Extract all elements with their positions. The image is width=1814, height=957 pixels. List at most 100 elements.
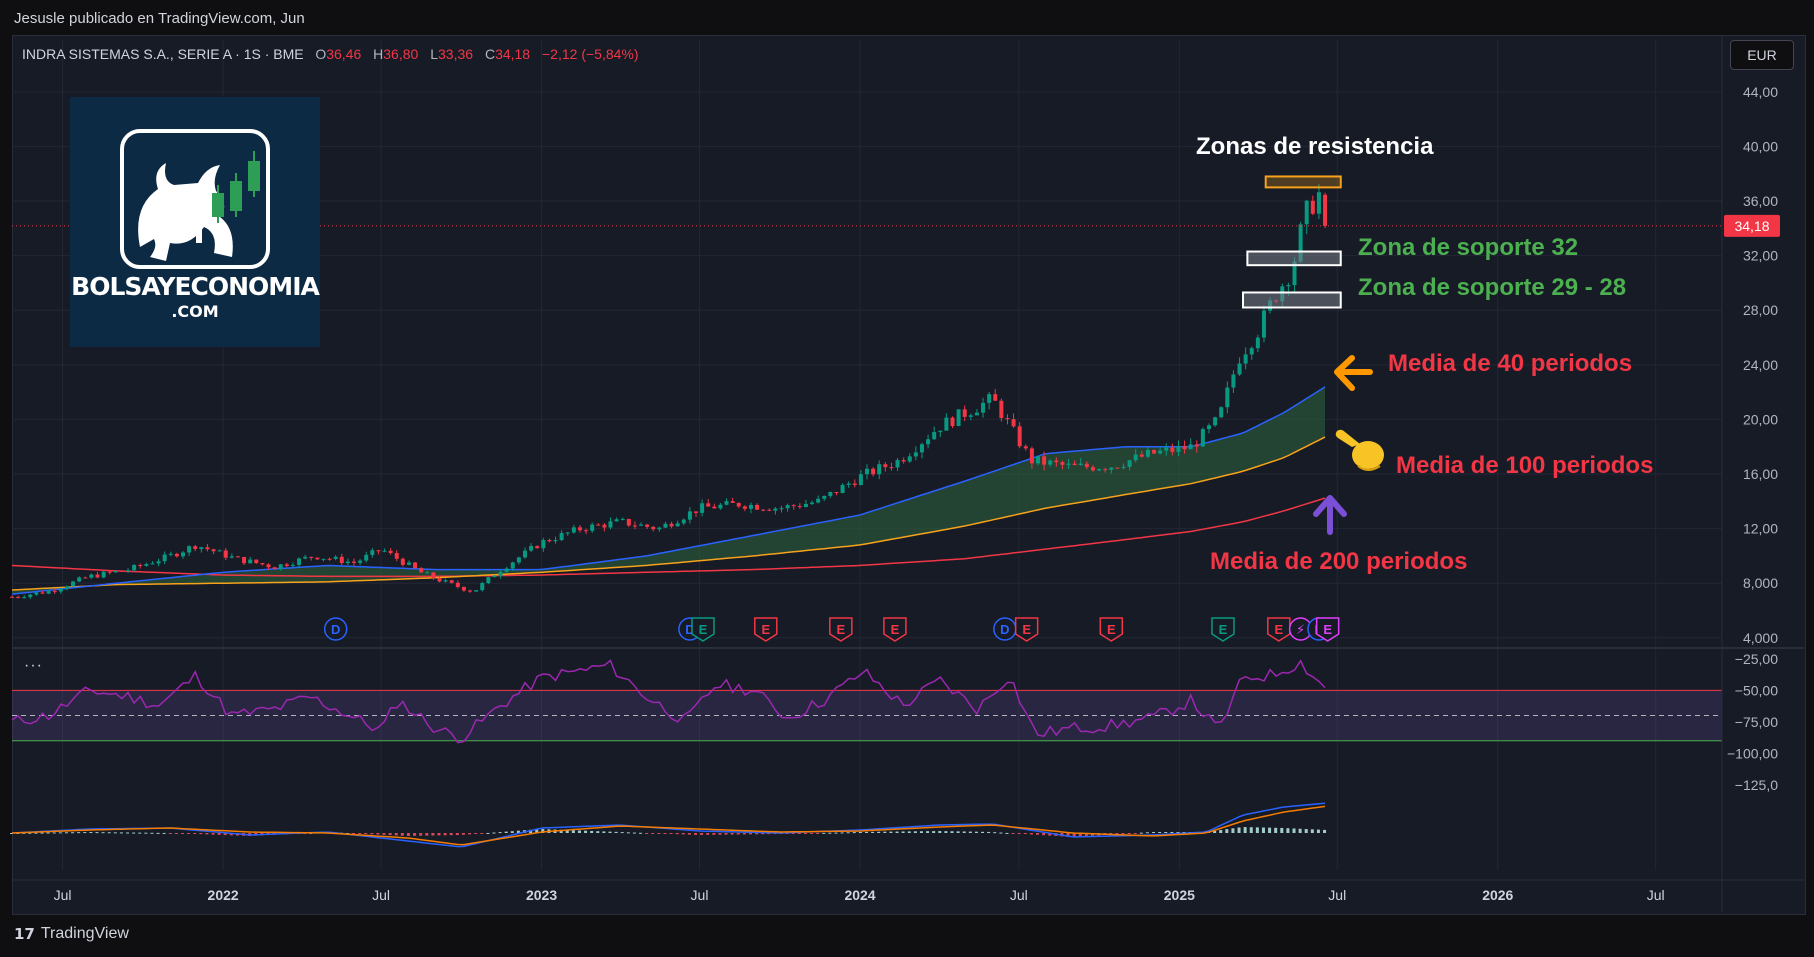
rsi-line[interactable] <box>11 659 1326 744</box>
candle-body[interactable] <box>865 468 869 475</box>
candle-body[interactable] <box>694 511 698 513</box>
candle-body[interactable] <box>431 572 436 579</box>
candle-body[interactable] <box>10 596 14 598</box>
candle-body[interactable] <box>974 412 979 416</box>
candle-body[interactable] <box>987 394 992 403</box>
candle-body[interactable] <box>370 550 375 555</box>
candle-body[interactable] <box>1023 446 1028 449</box>
candle-body[interactable] <box>529 546 534 551</box>
candle-body[interactable] <box>400 558 405 565</box>
candle-body[interactable] <box>376 550 381 552</box>
candle-body[interactable] <box>639 524 644 526</box>
candle-body[interactable] <box>1176 445 1181 452</box>
candle-body[interactable] <box>168 553 173 555</box>
candle-body[interactable] <box>791 505 796 507</box>
candle-body[interactable] <box>901 460 906 462</box>
candle-body[interactable] <box>1152 449 1157 454</box>
event-marker-icon[interactable] <box>1211 617 1235 642</box>
candle-body[interactable] <box>1164 447 1169 451</box>
candle-body[interactable] <box>254 559 259 564</box>
candle-body[interactable] <box>187 546 192 553</box>
candle-body[interactable] <box>278 564 283 570</box>
candle-body[interactable] <box>242 556 247 564</box>
candle-body[interactable] <box>1029 448 1034 464</box>
candle-body[interactable] <box>687 511 692 520</box>
candle-body[interactable] <box>1219 407 1224 418</box>
candle-body[interactable] <box>223 550 228 558</box>
candle-body[interactable] <box>1103 469 1108 471</box>
candle-body[interactable] <box>211 549 216 552</box>
candle-body[interactable] <box>156 561 161 564</box>
candle-body[interactable] <box>877 464 882 475</box>
candle-body[interactable] <box>999 400 1004 419</box>
candle-body[interactable] <box>162 554 167 562</box>
candle-body[interactable] <box>602 524 607 528</box>
candle-body[interactable] <box>871 468 876 475</box>
candle-body[interactable] <box>1109 467 1114 470</box>
candle-body[interactable] <box>950 417 955 426</box>
candle-body[interactable] <box>828 491 833 496</box>
candle-body[interactable] <box>309 556 314 558</box>
candle-body[interactable] <box>352 561 356 563</box>
candle-body[interactable] <box>785 505 790 509</box>
candle-body[interactable] <box>803 503 808 507</box>
candle-body[interactable] <box>706 503 711 507</box>
candle-body[interactable] <box>1042 456 1047 465</box>
candle-body[interactable] <box>858 474 863 486</box>
event-marker-icon[interactable] <box>1099 617 1124 642</box>
candle-body[interactable] <box>126 570 131 572</box>
candle-body[interactable] <box>724 501 729 505</box>
candle-body[interactable] <box>34 592 39 595</box>
candle-body[interactable] <box>1207 425 1211 430</box>
candle-body[interactable] <box>584 530 589 532</box>
candle-body[interactable] <box>89 574 94 578</box>
candle-body[interactable] <box>1005 418 1010 420</box>
candle-body[interactable] <box>1298 224 1303 262</box>
candle-body[interactable] <box>571 527 576 533</box>
event-marker-icon[interactable] <box>883 617 907 642</box>
ma200-line[interactable] <box>11 497 1326 578</box>
candle-body[interactable] <box>144 564 149 566</box>
resistance-zone[interactable] <box>1264 175 1342 189</box>
candle-body[interactable] <box>284 564 289 566</box>
candle-body[interactable] <box>712 506 717 509</box>
candle-body[interactable] <box>22 597 27 599</box>
candle-body[interactable] <box>846 483 851 485</box>
candle-body[interactable] <box>95 574 100 578</box>
candle-body[interactable] <box>486 577 491 584</box>
candle-body[interactable] <box>364 554 369 561</box>
candle-body[interactable] <box>1066 463 1071 465</box>
candle-body[interactable] <box>1194 444 1199 447</box>
candle-body[interactable] <box>333 556 338 559</box>
footer-brand[interactable]: TradingView <box>40 925 129 942</box>
candle-body[interactable] <box>889 467 894 469</box>
candle-body[interactable] <box>913 452 918 457</box>
candle-body[interactable] <box>767 509 772 511</box>
candle-body[interactable] <box>229 556 234 558</box>
candle-body[interactable] <box>248 559 253 564</box>
candle-body[interactable] <box>632 525 637 527</box>
candle-body[interactable] <box>1084 463 1089 468</box>
candle-body[interactable] <box>1090 467 1095 471</box>
candle-body[interactable] <box>1078 463 1083 466</box>
candle-body[interactable] <box>657 527 662 530</box>
candle-body[interactable] <box>675 523 680 527</box>
candle-body[interactable] <box>266 564 271 568</box>
candle-body[interactable] <box>1054 460 1059 463</box>
candle-body[interactable] <box>358 560 363 563</box>
candle-body[interactable] <box>1292 261 1297 286</box>
candle-body[interactable] <box>1304 200 1309 225</box>
candle-body[interactable] <box>468 590 473 592</box>
candle-body[interactable] <box>547 539 552 542</box>
candle-body[interactable] <box>40 592 45 594</box>
candle-body[interactable] <box>504 568 509 572</box>
candle-body[interactable] <box>1310 200 1315 214</box>
candle-body[interactable] <box>272 567 277 570</box>
candle-body[interactable] <box>1145 449 1150 457</box>
candle-body[interactable] <box>883 464 888 468</box>
candle-body[interactable] <box>535 546 540 549</box>
candle-body[interactable] <box>498 571 503 577</box>
candle-body[interactable] <box>461 586 466 591</box>
candle-body[interactable] <box>718 504 723 509</box>
